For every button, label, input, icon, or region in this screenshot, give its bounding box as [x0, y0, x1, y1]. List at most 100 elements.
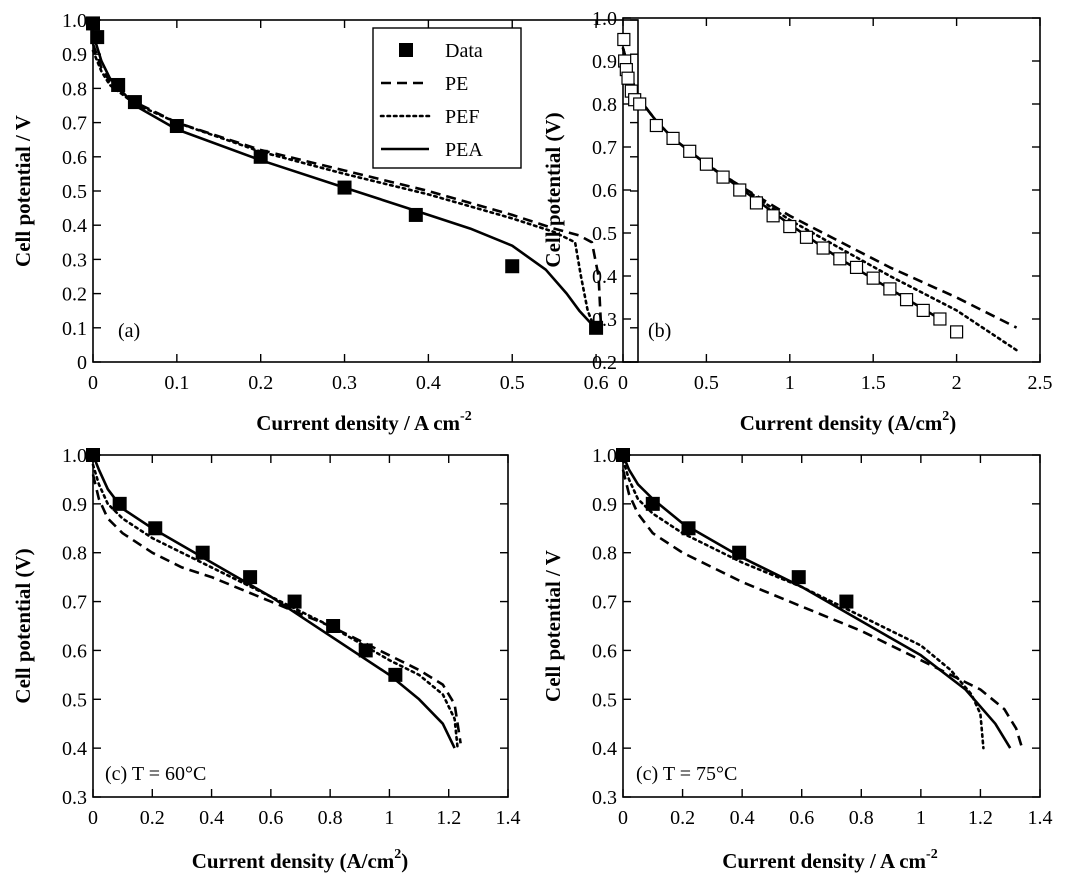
y-tick-label: 0.2 [62, 284, 87, 306]
data-point [617, 32, 631, 47]
data-point [866, 271, 880, 285]
series-line-pe [91, 474, 462, 744]
series-line-pef [621, 46, 1020, 353]
x-tick-label: 1 [384, 807, 394, 829]
y-tick-label: 0.4 [592, 266, 617, 288]
data-point [839, 594, 854, 609]
data-point [899, 293, 914, 307]
chart-panel-3: 0.3 0.4 0.5 0.6 0.7 0.8 0.9 1.0 0 0.2 0.4 0.6 0.8 1 1.… [11, 445, 521, 873]
y-tick-label: 1.0 [592, 8, 617, 30]
series-line-pef [621, 458, 985, 750]
x-tick-label: 0.6 [258, 807, 283, 829]
x-tick-label: 0.4 [199, 807, 224, 829]
y-tick-label: 0.8 [62, 543, 87, 565]
y-tick-label: 0.5 [592, 689, 617, 711]
panel-label: (b) [648, 320, 671, 342]
data-point [699, 157, 714, 171]
legend-label: PE [445, 73, 468, 95]
y-tick-label: 1.0 [62, 10, 87, 32]
data-point [505, 259, 520, 274]
legend-label: Data [445, 40, 483, 62]
data-point [195, 545, 210, 560]
x-tick-label: 0.2 [670, 807, 695, 829]
data-point [791, 570, 806, 585]
y-axis-label: Cell potential (V) [541, 112, 565, 267]
panel-label: (c) T = 60°C [105, 763, 206, 785]
y-tick-label: 0.9 [62, 44, 87, 66]
data-point [358, 643, 373, 658]
x-tick-label: 1.2 [436, 807, 461, 829]
plot-frame [622, 454, 1041, 798]
y-tick-label: 0.7 [592, 137, 617, 159]
series-line-pef [91, 49, 596, 330]
data-point [616, 448, 630, 462]
series-line-pea [91, 454, 456, 749]
data-point [949, 325, 964, 339]
y-tick-label: 1.0 [62, 445, 87, 467]
y-tick-label: 0.7 [592, 592, 617, 614]
y-tick-label: 0.4 [592, 738, 617, 760]
x-tick-label: 1.2 [968, 807, 993, 829]
plot-frame [622, 17, 1041, 363]
data-point [287, 594, 302, 609]
y-axis-label: Cell potential / V [541, 550, 565, 702]
x-tick-label: 0.4 [416, 372, 441, 394]
data-point [408, 207, 423, 222]
x-tick-label: 1.5 [861, 372, 886, 394]
y-tick-label: 0 [77, 352, 87, 374]
x-tick-label: 1.4 [1028, 807, 1053, 829]
x-axis-label: Current density / A cm-2 [256, 409, 471, 435]
data-point [916, 303, 930, 317]
x-tick-label: 0 [88, 807, 98, 829]
legend-label: PEA [445, 139, 483, 161]
data-point [90, 30, 105, 45]
series-line-pe [621, 469, 1024, 749]
data-point [621, 71, 635, 85]
y-tick-label: 0.6 [592, 640, 617, 662]
data-point [666, 131, 680, 145]
y-tick-label: 0.7 [62, 113, 87, 135]
x-tick-label: 0.2 [140, 807, 165, 829]
y-tick-label: 0.7 [62, 592, 87, 614]
data-point [883, 282, 897, 296]
data-point [86, 448, 100, 462]
x-tick-label: 0 [88, 372, 98, 394]
plot-frame [92, 454, 509, 798]
y-tick-label: 0.6 [62, 640, 87, 662]
data-point [833, 252, 847, 266]
data-point [127, 95, 142, 110]
y-tick-label: 0.4 [62, 215, 87, 237]
data-point [749, 196, 764, 210]
data-point [645, 496, 660, 511]
y-tick-label: 0.1 [62, 318, 87, 340]
data-point [388, 667, 403, 682]
series-line-pe [91, 43, 603, 328]
data-point [243, 570, 258, 585]
y-tick-label: 0.5 [62, 689, 87, 711]
data-point [799, 230, 814, 244]
legend-marker-data [399, 43, 413, 57]
data-point [649, 118, 663, 133]
x-axis-label: Current density / A cm-2 [722, 847, 937, 873]
series-line-pe [621, 47, 1018, 329]
y-tick-label: 0.9 [62, 494, 87, 516]
y-axis-label: Cell potential / V [11, 115, 35, 267]
data-point [337, 180, 352, 195]
y-tick-label: 0.9 [592, 494, 617, 516]
y-tick-label: 0.8 [62, 78, 87, 100]
legend: Data PE PEF PEA [372, 27, 522, 169]
x-tick-label: 0 [618, 372, 628, 394]
y-tick-label: 0.3 [592, 787, 617, 809]
x-axis-label: Current density (A/cm2) [192, 847, 409, 873]
data-point [933, 312, 947, 326]
y-tick-label: 0.3 [592, 309, 617, 331]
y-tick-label: 0.3 [62, 249, 87, 271]
data-point [86, 16, 100, 31]
data-point [683, 144, 697, 158]
data-point [589, 320, 604, 335]
y-axis-label: Cell potential (V) [11, 548, 35, 703]
series-line-pea [621, 454, 1012, 749]
y-tick-label: 0.3 [62, 787, 87, 809]
x-tick-label: 0.4 [730, 807, 755, 829]
